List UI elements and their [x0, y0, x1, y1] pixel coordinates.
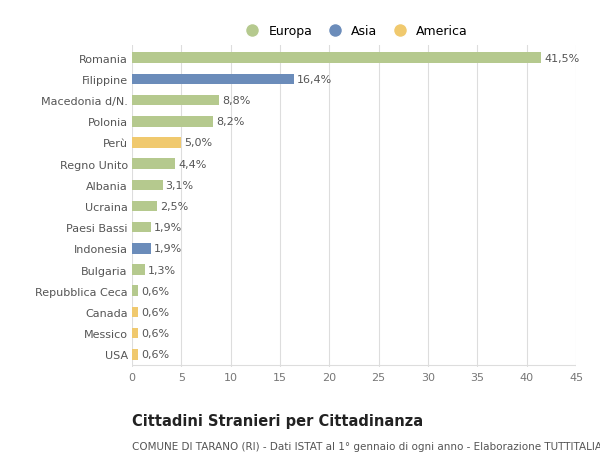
- Text: 1,9%: 1,9%: [154, 223, 182, 233]
- Text: 0,6%: 0,6%: [141, 307, 169, 317]
- Text: Cittadini Stranieri per Cittadinanza: Cittadini Stranieri per Cittadinanza: [132, 413, 423, 428]
- Bar: [132, 117, 213, 127]
- Text: COMUNE DI TARANO (RI) - Dati ISTAT al 1° gennaio di ogni anno - Elaborazione TUT: COMUNE DI TARANO (RI) - Dati ISTAT al 1°…: [132, 441, 600, 451]
- Text: 0,6%: 0,6%: [141, 349, 169, 359]
- Text: 5,0%: 5,0%: [184, 138, 212, 148]
- Bar: [132, 159, 175, 169]
- Bar: [132, 138, 181, 148]
- Bar: [132, 180, 163, 190]
- Text: 0,6%: 0,6%: [141, 286, 169, 296]
- Bar: [132, 328, 138, 339]
- Bar: [132, 244, 151, 254]
- Text: 1,3%: 1,3%: [148, 265, 176, 275]
- Bar: [132, 95, 219, 106]
- Bar: [132, 286, 138, 297]
- Text: 1,9%: 1,9%: [154, 244, 182, 254]
- Legend: Europa, Asia, America: Europa, Asia, America: [235, 20, 473, 43]
- Bar: [132, 201, 157, 212]
- Text: 4,4%: 4,4%: [178, 159, 207, 169]
- Bar: [132, 74, 294, 85]
- Text: 41,5%: 41,5%: [544, 54, 580, 64]
- Text: 0,6%: 0,6%: [141, 328, 169, 338]
- Bar: [132, 265, 145, 275]
- Text: 8,8%: 8,8%: [222, 96, 250, 106]
- Text: 16,4%: 16,4%: [297, 75, 332, 85]
- Bar: [132, 53, 541, 64]
- Text: 2,5%: 2,5%: [160, 202, 188, 212]
- Text: 3,1%: 3,1%: [166, 180, 194, 190]
- Bar: [132, 349, 138, 360]
- Bar: [132, 307, 138, 318]
- Bar: [132, 223, 151, 233]
- Text: 8,2%: 8,2%: [216, 117, 244, 127]
